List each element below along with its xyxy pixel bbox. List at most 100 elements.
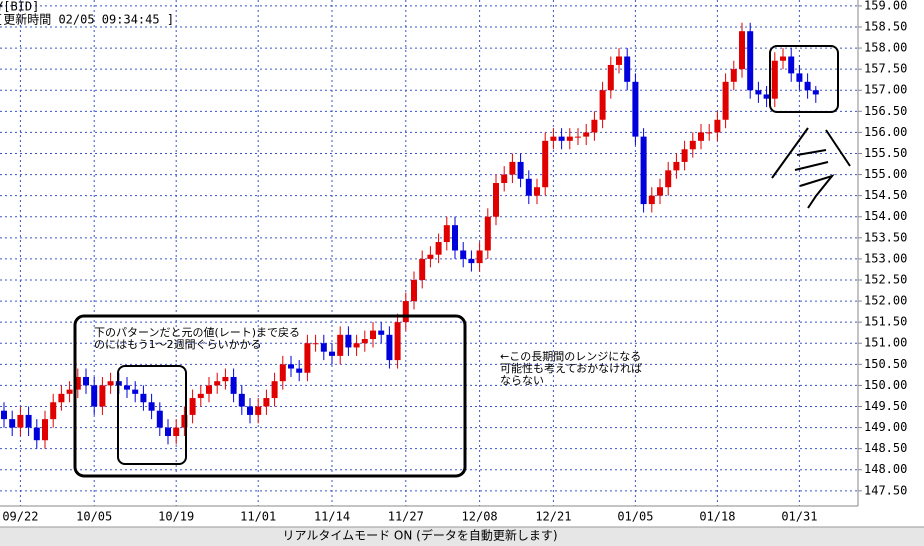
- candle-body: [345, 334, 352, 348]
- candle-body: [616, 56, 622, 65]
- x-tick-label: 11/27: [388, 510, 424, 524]
- candle-body: [263, 398, 270, 407]
- y-tick-label: 159.00: [864, 0, 907, 12]
- candle-body: [42, 419, 48, 441]
- y-tick-label: 150.50: [864, 357, 907, 371]
- candle-body: [238, 393, 245, 407]
- candle-body: [558, 136, 565, 141]
- candle-body: [583, 132, 590, 137]
- y-tick-label: 152.50: [864, 272, 907, 286]
- candle-body: [247, 406, 253, 415]
- candle-body: [804, 81, 811, 91]
- annotation: 可能性も考えておかなければ: [500, 361, 642, 375]
- candle-body: [197, 393, 204, 399]
- candle-body: [763, 94, 770, 99]
- candle-body: [140, 393, 147, 403]
- candle-body: [304, 343, 311, 373]
- candle-body: [156, 410, 163, 428]
- candle-body: [640, 136, 647, 205]
- y-tick-label: 157.00: [864, 83, 907, 97]
- candle-body: [607, 64, 614, 91]
- candle-body: [1, 410, 7, 420]
- status-text: リアルタイムモード ON (データを自動更新します): [282, 528, 557, 543]
- y-tick-label: 151.00: [864, 336, 907, 350]
- candle-body: [788, 56, 795, 74]
- candle-body: [91, 385, 98, 407]
- y-tick-label: 150.00: [864, 378, 907, 392]
- candle-body: [83, 376, 89, 386]
- candle-body: [66, 389, 73, 394]
- range-box: [73, 314, 467, 478]
- y-tick-label: 154.50: [864, 188, 907, 202]
- x-tick-label: 01/05: [617, 510, 653, 524]
- y-tick-label: 153.50: [864, 230, 907, 244]
- candle-body: [173, 427, 180, 437]
- candle-body: [402, 301, 409, 323]
- y-tick-label: 148.50: [864, 441, 907, 455]
- candle-body: [722, 81, 729, 120]
- handwritten-arrow: [771, 127, 851, 209]
- candle-body: [33, 427, 40, 441]
- candle-body: [730, 69, 737, 82]
- candle-body: [271, 381, 278, 399]
- y-tick-label: 156.50: [864, 104, 907, 118]
- candle-body: [525, 178, 532, 196]
- header-time: [更新時間 02/05 09:34:45 ]: [0, 12, 174, 27]
- y-tick-label: 155.00: [864, 167, 907, 181]
- annotation: 下のパターンだと元の値(レート)まで戻る: [94, 326, 300, 339]
- candle-body: [386, 334, 393, 361]
- candle-body: [74, 376, 81, 390]
- candle-body: [165, 427, 171, 437]
- candle-body: [747, 31, 754, 91]
- candle-body: [714, 119, 721, 133]
- candle-body: [361, 339, 368, 344]
- candle-body: [517, 161, 524, 179]
- candle-body: [17, 414, 24, 428]
- candle-body: [419, 258, 426, 280]
- y-tick-label: 158.00: [864, 41, 907, 55]
- annotation: ならない: [500, 374, 544, 387]
- candle-body: [599, 90, 606, 120]
- candle-body: [435, 242, 442, 255]
- candle-body: [698, 132, 704, 141]
- x-tick-label: 10/05: [76, 510, 112, 524]
- x-tick-label: 10/19: [158, 510, 194, 524]
- y-tick-label: 157.50: [864, 62, 907, 76]
- y-tick-label: 155.50: [864, 146, 907, 160]
- x-tick-label: 01/31: [781, 510, 817, 524]
- candle-body: [230, 376, 237, 394]
- candle-body: [509, 161, 516, 175]
- current-box: [769, 45, 839, 113]
- candle-body: [222, 376, 229, 382]
- candle-body: [214, 381, 221, 386]
- candle-body: [550, 136, 557, 141]
- annotation: のにはもう1～2週間ぐらいかかる: [94, 338, 262, 351]
- y-tick-label: 149.00: [864, 420, 907, 434]
- candle-body: [148, 402, 155, 411]
- candle-body: [329, 351, 335, 356]
- candle-body: [657, 187, 663, 196]
- x-tick-label: 12/21: [535, 510, 571, 524]
- candle-body: [288, 364, 294, 369]
- y-tick-label: 153.00: [864, 251, 907, 265]
- candle-body: [755, 90, 762, 95]
- y-tick-label: 156.00: [864, 125, 907, 139]
- candle-body: [353, 343, 360, 348]
- candle-body: [378, 330, 385, 335]
- candle-body: [780, 56, 786, 61]
- candle-body: [534, 187, 540, 196]
- candle-body: [632, 81, 639, 137]
- candle-body: [25, 414, 32, 428]
- candle-body: [689, 140, 696, 150]
- candle-body: [812, 90, 819, 95]
- candles: [1, 22, 819, 449]
- pattern-box: [117, 365, 187, 465]
- y-tick-label: 151.50: [864, 315, 907, 329]
- x-tick-label: 09/22: [2, 510, 38, 524]
- candle-body: [575, 136, 581, 138]
- candle-body: [312, 343, 319, 345]
- candle-body: [132, 389, 139, 394]
- candle-body: [279, 364, 286, 382]
- candle-body: [58, 393, 65, 403]
